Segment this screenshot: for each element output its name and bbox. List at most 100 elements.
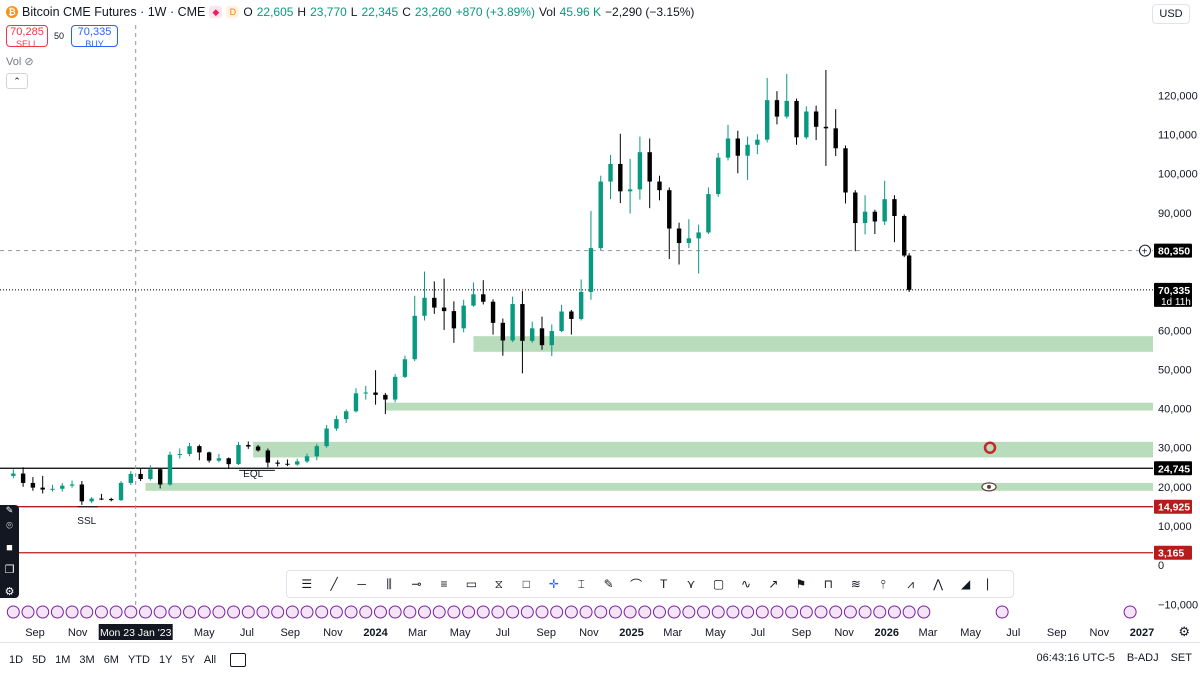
- range-3m[interactable]: 3M: [79, 653, 95, 666]
- candle-body: [637, 152, 643, 190]
- pencil-icon[interactable]: ✎: [5, 505, 14, 515]
- path-icon[interactable]: ⌒: [630, 577, 643, 592]
- callout-icon[interactable]: ▭: [465, 577, 478, 591]
- candle: [334, 415, 339, 431]
- horizontal-line-icon[interactable]: ⊸: [411, 577, 422, 591]
- volume-indicator[interactable]: Vol ⊘: [6, 56, 34, 68]
- candle-body: [148, 469, 153, 480]
- y-tick-label: 60,000: [1158, 325, 1192, 337]
- x-tick-label: Jul: [496, 627, 510, 639]
- candle-body: [471, 294, 476, 306]
- eye-pupil: [987, 484, 991, 489]
- layers-icon[interactable]: ❐: [4, 564, 15, 576]
- candle-body: [177, 453, 182, 455]
- symbol-title[interactable]: Bitcoin CME Futures · 1W · CME: [22, 5, 206, 19]
- candle-body: [304, 456, 310, 462]
- chart-settings-gear-icon[interactable]: ⚙: [1178, 624, 1190, 639]
- event-marker-icon: [21, 605, 35, 619]
- event-marker-icon: [80, 605, 94, 619]
- camera-icon[interactable]: ⌾: [6, 520, 13, 532]
- event-marker-icon: [109, 605, 123, 619]
- demand-zone: [145, 482, 1153, 491]
- candle: [559, 304, 564, 333]
- range-1d[interactable]: 1D: [9, 653, 24, 666]
- buy-button[interactable]: 70,335 BUY: [71, 25, 118, 49]
- text-icon[interactable]: T: [659, 577, 668, 591]
- comment-icon[interactable]: ▢: [712, 577, 725, 591]
- parallel-channel-icon[interactable]: ⫼: [386, 576, 392, 591]
- candle: [657, 175, 662, 201]
- candle: [461, 299, 466, 333]
- candle-body: [598, 181, 603, 249]
- candle-tool-icon[interactable]: ⧖: [494, 576, 504, 591]
- event-marker-icon: [755, 605, 769, 619]
- long-position-icon[interactable]: ⌶: [577, 576, 585, 591]
- level-price-tag-bg: [1154, 545, 1192, 560]
- highlighter-icon[interactable]: ⋎: [686, 577, 696, 591]
- trend-line-icon[interactable]: ╱: [330, 577, 338, 591]
- candle-body: [853, 192, 858, 224]
- pin-icon[interactable]: ⫯: [880, 576, 886, 591]
- pitchfork-icon[interactable]: ≡: [440, 577, 448, 591]
- candle: [265, 448, 271, 468]
- candle: [69, 480, 75, 488]
- triangle-icon[interactable]: ◢: [960, 577, 971, 591]
- clock-time[interactable]: 06:43:16 UTC-5: [1036, 652, 1115, 664]
- candle-body: [392, 376, 398, 400]
- price-chart[interactable]: −10,000 0 10,000 20,000 30,000 40,000 50,000 60…: [0, 0, 1200, 642]
- horizontal-ray-icon[interactable]: ─: [357, 577, 366, 591]
- event-marker-icon: [608, 605, 622, 619]
- candle-body: [735, 138, 741, 156]
- zigzag-icon[interactable]: ⋀: [933, 577, 944, 591]
- event-marker-icon: [388, 605, 402, 619]
- candle: [569, 309, 574, 335]
- crosshair-price-tag: 80,350: [1158, 246, 1190, 258]
- y-tick-label: 40,000: [1158, 404, 1192, 416]
- candle-body: [794, 100, 799, 138]
- brush-icon[interactable]: ✎: [603, 577, 614, 591]
- fib-icon[interactable]: ≋: [850, 577, 861, 591]
- collapse-legend-button[interactable]: ⌃: [6, 73, 28, 89]
- currency-selector[interactable]: USD: [1152, 4, 1190, 24]
- candle: [373, 370, 378, 405]
- gear-icon[interactable]: ⚙: [4, 586, 15, 598]
- vertical-line-icon[interactable]: ⎸: [987, 576, 1000, 591]
- rectangle-icon[interactable]: □: [522, 577, 530, 591]
- delayed-badge-icon[interactable]: D: [226, 6, 240, 18]
- trend-angle-icon[interactable]: ⩘: [907, 576, 915, 591]
- range-5d[interactable]: 5D: [32, 653, 47, 666]
- x-tick-label: Nov: [1090, 627, 1110, 639]
- range-ytd[interactable]: YTD: [127, 653, 150, 666]
- demand-zone: [473, 336, 1153, 352]
- range-all[interactable]: All: [203, 653, 217, 666]
- curve-icon[interactable]: ∿: [740, 577, 751, 591]
- sell-button[interactable]: 70,285 SELL: [6, 25, 48, 49]
- eye-hidden-icon[interactable]: ⊘: [24, 56, 34, 68]
- lines-icon[interactable]: ☰: [301, 577, 313, 591]
- arrow-icon[interactable]: ↗: [768, 577, 779, 591]
- x-tick-label: Nov: [68, 627, 88, 639]
- candle: [696, 224, 701, 274]
- candle: [608, 154, 613, 200]
- set-button[interactable]: SET: [1170, 652, 1192, 664]
- range-6m[interactable]: 6M: [103, 653, 119, 666]
- event-marker-icon: [403, 605, 417, 619]
- candle-body: [892, 199, 897, 216]
- range-5y[interactable]: 5Y: [181, 653, 195, 666]
- flag-icon[interactable]: ⚑: [795, 577, 807, 591]
- event-marker-icon: [814, 605, 828, 619]
- range-1y[interactable]: 1Y: [158, 653, 173, 666]
- badj-button[interactable]: B-ADJ: [1126, 652, 1159, 664]
- event-marker-icon: [491, 605, 505, 619]
- range-1m[interactable]: 1M: [55, 653, 71, 666]
- crosshair-icon[interactable]: ✛: [548, 577, 559, 591]
- candle-body: [60, 485, 65, 489]
- candle-body: [109, 498, 114, 501]
- candle-body: [441, 307, 447, 312]
- flag-icon[interactable]: ◆: [209, 6, 223, 18]
- measure-icon[interactable]: ⊓: [823, 577, 834, 591]
- x-tick-label: Sep: [536, 627, 556, 639]
- high-value: 23,770: [310, 5, 347, 19]
- video-icon[interactable]: ■: [6, 542, 13, 554]
- calendar-icon[interactable]: [230, 652, 247, 667]
